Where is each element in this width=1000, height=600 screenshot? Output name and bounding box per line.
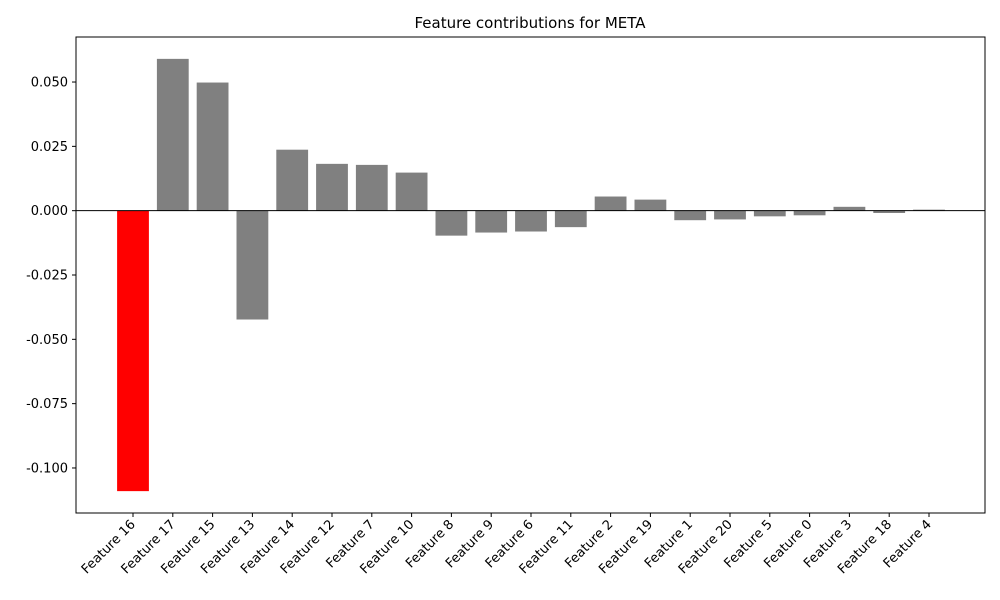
bar-feature-14 xyxy=(276,149,309,211)
y-axis: 0.050 0.025 0.000 -0.025 -0.050 -0.075 -0.100 xyxy=(26,76,76,476)
y-tick-label: 0.025 xyxy=(31,140,68,155)
y-tick-label: -0.100 xyxy=(26,461,68,476)
bar-feature-11 xyxy=(554,210,587,228)
y-tick-label: 0.050 xyxy=(31,76,68,91)
bar-feature-18 xyxy=(873,210,906,213)
bar-feature-19 xyxy=(634,199,667,211)
bar-feature-12 xyxy=(316,163,348,211)
bar-feature-15 xyxy=(196,82,229,211)
bar-feature-20 xyxy=(714,210,746,220)
y-tick-label: -0.075 xyxy=(26,397,68,412)
bar-feature-1 xyxy=(674,210,707,221)
y-tick-label: -0.050 xyxy=(26,333,68,348)
bar-feature-13 xyxy=(236,210,269,320)
y-tick-label: -0.025 xyxy=(26,269,68,284)
bar-feature-16 xyxy=(117,210,149,492)
bar-feature-0 xyxy=(793,210,826,216)
bars-group xyxy=(117,58,945,492)
bar-feature-3 xyxy=(833,206,866,211)
bar-feature-2 xyxy=(594,196,627,211)
bar-feature-5 xyxy=(753,210,786,217)
bar-feature-6 xyxy=(515,210,547,232)
bar-feature-10 xyxy=(395,172,428,211)
bar-feature-8 xyxy=(435,210,468,236)
chart-title: Feature contributions for META xyxy=(414,14,646,32)
bar-feature-17 xyxy=(156,58,189,211)
y-tick-label: 0.000 xyxy=(31,204,68,219)
bar-feature-7 xyxy=(355,164,388,211)
bar-feature-9 xyxy=(475,210,508,233)
bar-feature-4 xyxy=(913,209,945,211)
